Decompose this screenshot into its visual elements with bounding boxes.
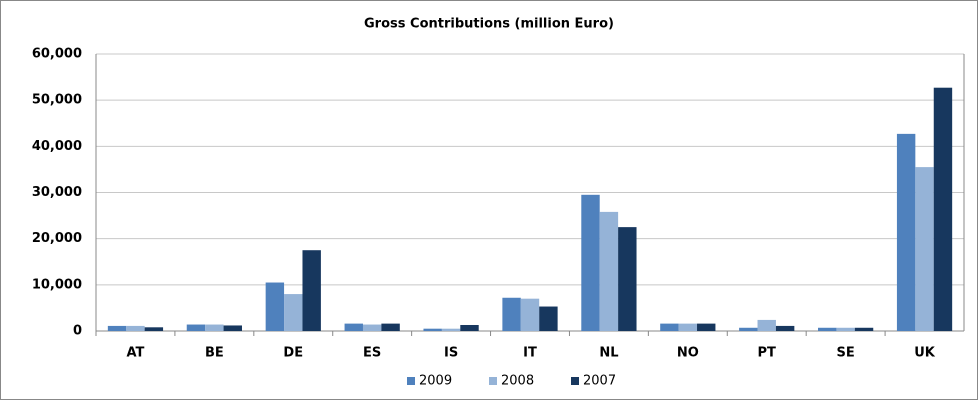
bar <box>697 323 716 331</box>
bar <box>302 250 321 331</box>
legend-label: 2009 <box>419 374 452 389</box>
legend-label: 2008 <box>501 374 534 389</box>
bar <box>186 324 206 331</box>
x-tick-label: BE <box>205 346 224 361</box>
bar <box>775 325 795 331</box>
legend-swatch <box>407 377 415 385</box>
bar <box>520 298 540 331</box>
bar <box>818 327 837 331</box>
bar <box>460 324 479 331</box>
x-tick-label: PT <box>758 346 777 361</box>
bar <box>739 327 758 331</box>
bar <box>223 325 242 331</box>
legend-swatch <box>489 377 497 385</box>
bar <box>144 327 164 331</box>
bar <box>757 319 776 331</box>
bar <box>678 323 698 331</box>
x-tick-label: SE <box>837 346 855 361</box>
bar <box>581 194 600 331</box>
bar <box>660 323 679 331</box>
x-tick-label: NL <box>599 346 618 361</box>
x-tick-label: NO <box>677 346 699 361</box>
bar <box>126 325 145 331</box>
bar <box>284 294 303 331</box>
bar <box>381 323 400 331</box>
legend-swatch <box>571 377 579 385</box>
bar <box>423 328 442 331</box>
x-tick-label: IT <box>523 346 537 361</box>
y-tick-label: 50,000 <box>32 93 82 108</box>
bar <box>618 227 637 331</box>
x-tick-label: AT <box>126 346 144 361</box>
bar <box>896 133 916 331</box>
bar <box>539 306 558 331</box>
x-tick-label: ES <box>363 346 381 361</box>
y-tick-label: 30,000 <box>32 185 82 200</box>
bar <box>836 327 855 331</box>
chart-title: Gross Contributions (million Euro) <box>364 17 614 32</box>
legend-label: 2007 <box>583 374 616 389</box>
bar <box>441 328 461 331</box>
bar <box>854 327 874 331</box>
bar <box>362 324 382 331</box>
bar <box>265 282 285 331</box>
bar <box>915 167 934 331</box>
y-tick-label: 20,000 <box>32 231 82 246</box>
x-tick-label: DE <box>283 346 303 361</box>
bar <box>933 87 953 332</box>
bar <box>502 297 521 331</box>
bar <box>599 211 619 331</box>
y-tick-label: 60,000 <box>32 47 82 62</box>
bar <box>205 324 224 331</box>
bar <box>107 325 127 331</box>
y-tick-label: 40,000 <box>32 139 82 154</box>
y-tick-label: 10,000 <box>32 277 82 292</box>
x-tick-label: IS <box>444 346 458 361</box>
x-tick-label: UK <box>914 346 936 361</box>
bar <box>344 323 363 331</box>
y-tick-label: 0 <box>73 324 82 339</box>
